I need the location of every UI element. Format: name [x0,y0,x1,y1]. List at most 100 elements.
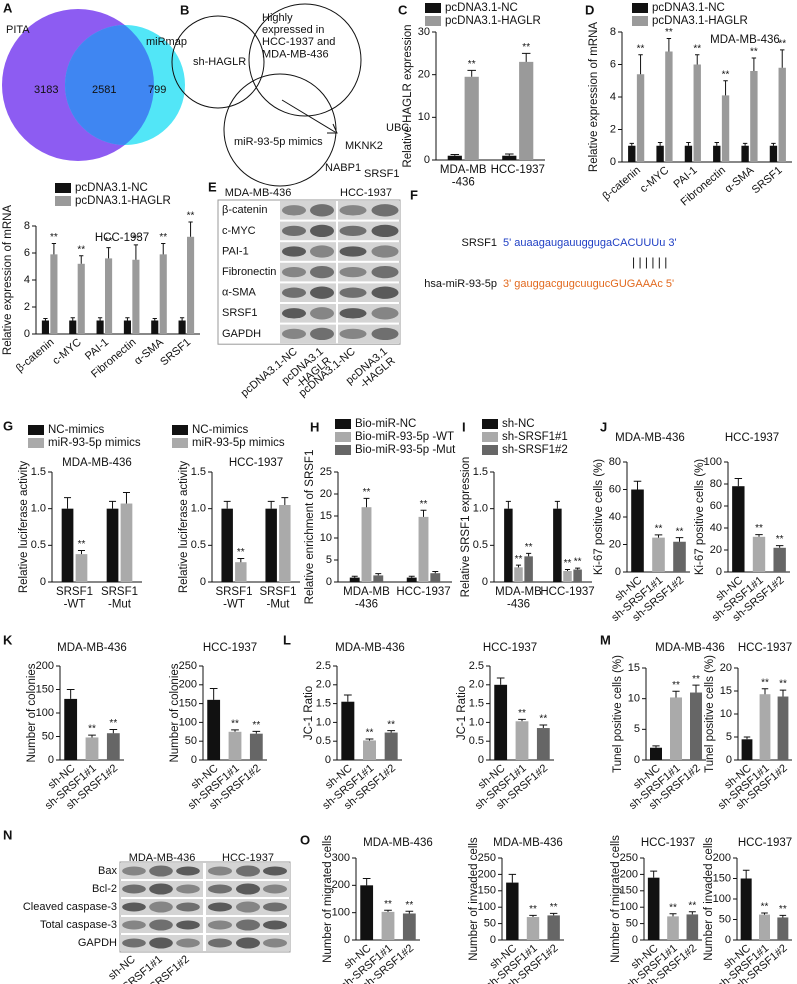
y-axis-label: Ki-67 positive cells (%) [593,459,605,575]
y-tick-label: 4 [24,274,30,286]
x-tick-label: MDA-MB -436 [495,586,542,611]
y-tick-label: 10 [628,693,640,705]
x-tick-label: SRSF1 -Mut [259,586,296,611]
bar [373,575,384,582]
gene: MKNK2 [345,140,383,152]
blot-row-label: GAPDH [78,937,117,949]
y-axis-label: Number of colonies [26,663,38,762]
bar [650,747,662,760]
error-bar [652,745,660,748]
blot-band [263,866,287,876]
gene: UBC [386,122,409,134]
y-tick-label: 0.5 [469,735,484,747]
x-tick-label: HCC-1937 [396,586,450,598]
blot-band [371,204,399,217]
y-tick-label: 5 [326,554,332,566]
significance: ** [665,27,673,38]
x-tick-label: SRSF1 -WT [215,586,252,611]
legend-swatch [55,183,71,193]
blot-row-label: c-MYC [222,225,256,237]
subtitle: MDA-MB-436 [710,34,780,46]
error-bar [405,910,414,914]
bar [75,554,88,582]
error-bar [688,911,696,915]
x-tick-label: c-MYC [50,336,84,367]
error-bar [564,569,571,571]
y-axis-label: Relative HAGLR expression [402,24,414,167]
x-tick-label: SRSF1 [158,336,193,368]
significance: ** [88,724,96,735]
significance: ** [550,902,558,913]
y-axis-label: JC-1 Ratio [456,686,468,740]
error-bar [654,534,663,538]
y-tick-label: 10 [418,111,430,123]
error-bar [761,688,769,695]
blot-band [236,937,260,949]
y-tick-label: 80 [710,478,722,490]
y-axis-label: Relative expression of mRNA [2,205,14,356]
significance: ** [655,524,663,535]
blot-band [149,901,173,913]
blot-band [339,308,367,319]
venn-set-name: miRmap [146,36,187,48]
significance: ** [750,47,758,58]
y-tick-label: 4 [610,91,616,103]
subtitle: MDA-MB-436 [493,837,563,849]
bar [187,236,195,334]
legend-label: Bio-miR-93-5p -WT [355,431,454,443]
blot-band [310,286,334,299]
blot-band [282,266,306,278]
blot-band [371,224,399,238]
y-tick-label: 1.5 [469,698,484,710]
error-bar [281,497,289,505]
blot-band [122,902,146,912]
error-bar [365,738,374,741]
y-tick-label: 100 [713,893,731,905]
panel-letter: F [410,187,418,202]
bar [670,697,682,760]
legend-label: sh-NC [502,418,535,430]
legend-label: pcDNA3.1-HAGLR [652,15,748,27]
blot-band [122,920,146,930]
significance: ** [778,39,786,50]
significance: ** [692,674,700,685]
bar [769,145,778,162]
y-axis-label: Relative enrichment of SRSF1 [304,450,316,605]
y-tick-label: 0 [716,566,722,578]
bar [713,145,721,162]
blot-band [310,245,334,258]
legend-swatch [425,16,441,26]
error-bar [743,736,751,740]
error-bar [88,734,96,738]
y-tick-label: 20 [418,69,430,81]
blot-band [339,266,367,278]
error-bar [633,480,642,490]
bar [61,508,74,582]
bar [665,51,673,162]
y-tick-label: 0 [634,754,640,766]
significance: ** [672,680,680,691]
bar [41,320,49,334]
bar [526,917,540,940]
blot-band [208,920,232,930]
y-tick-label: 150 [36,683,54,695]
y-tick-label: 250 [620,852,638,864]
circle-label: miR-93-5p mimics [234,136,323,148]
bar [628,145,636,162]
blot-row-label: α-SMA [222,287,257,299]
blot-band [149,883,173,895]
seq-name: hsa-miR-93-5p [424,278,497,290]
bar [279,505,291,582]
bar [363,740,376,760]
bar [361,507,372,582]
error-bar [387,730,396,733]
error-bar [672,690,680,698]
subtitle: HCC-1937 [738,642,792,654]
x-tick-label: SRSF1 -Mut [101,586,138,611]
y-tick-label: 0 [191,754,197,766]
y-tick-label: 5 [726,731,732,743]
blot-band [282,205,306,216]
error-bar [408,575,415,578]
error-bar [223,500,231,509]
bar [750,71,758,162]
